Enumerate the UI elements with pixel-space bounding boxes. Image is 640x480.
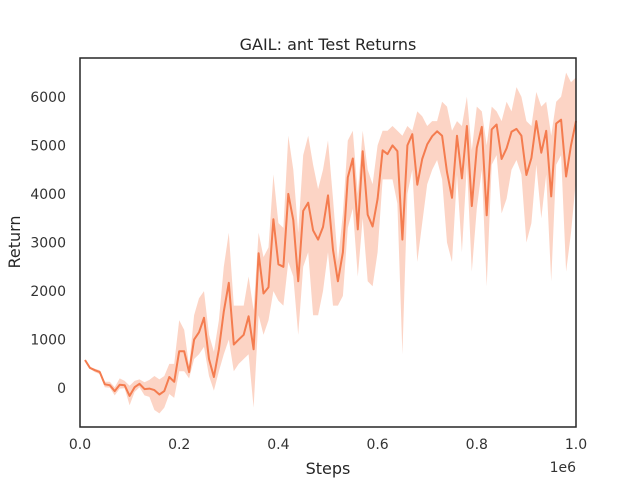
x-tick-label: 0.0 — [69, 437, 91, 453]
plot-area — [79, 57, 577, 428]
y-axis: 0 1000 2000 3000 4000 5000 6000 — [30, 90, 66, 397]
x-tick-label: 0.6 — [366, 437, 388, 453]
x-tick-label: 0.8 — [466, 437, 488, 453]
x-axis-offset-label: 1e6 — [550, 460, 577, 476]
y-tick-label: 5000 — [30, 138, 66, 154]
x-tick-label: 0.2 — [168, 437, 190, 453]
series-line — [84, 118, 577, 397]
plot-frame — [79, 57, 577, 428]
x-tick-label: 0.4 — [267, 437, 289, 453]
series-confidence-band — [85, 72, 576, 414]
y-tick-label: 4000 — [30, 187, 66, 203]
y-tick-label: 0 — [57, 381, 66, 397]
y-tick-label: 6000 — [30, 90, 66, 106]
x-axis-label: Steps — [306, 459, 351, 478]
chart-title: GAIL: ant Test Returns — [240, 35, 417, 54]
y-axis-label: Return — [5, 215, 24, 268]
x-tick-label: 1.0 — [565, 437, 587, 453]
y-tick-label: 1000 — [30, 333, 66, 349]
y-tick-label: 3000 — [30, 236, 66, 252]
y-tick-label: 2000 — [30, 284, 66, 300]
x-axis: 0.0 0.2 0.4 0.6 0.8 1.0 — [69, 437, 587, 453]
